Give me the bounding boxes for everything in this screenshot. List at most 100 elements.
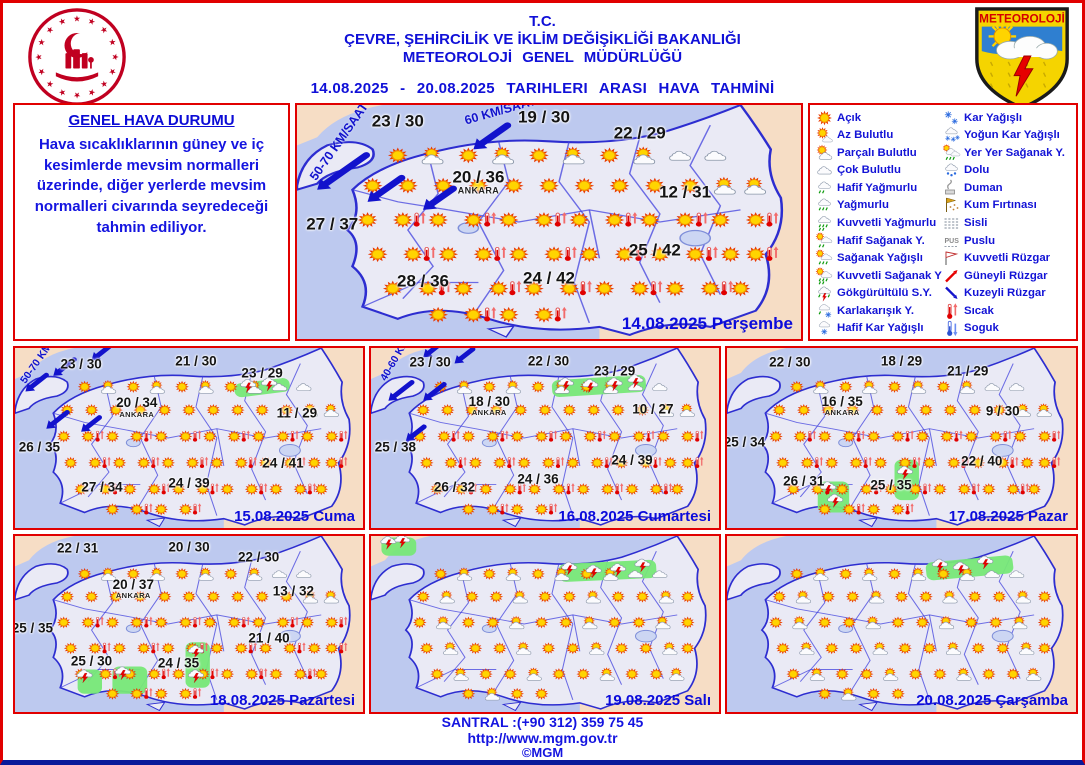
temp-min-max: 13 / 32 bbox=[272, 582, 315, 598]
temp-min-max: 27 / 37 bbox=[306, 214, 359, 234]
svg-text:★: ★ bbox=[86, 15, 97, 27]
meteoroloji-logo-text: METEOROLOJİ bbox=[979, 13, 1065, 26]
temp-label: 23 / 30 bbox=[410, 356, 451, 370]
temp-label: 24 / 39 bbox=[168, 476, 209, 490]
turkey-map-art bbox=[727, 536, 1064, 712]
temp-label: 13 / 32 bbox=[273, 584, 314, 598]
temp-min-max: 18 / 30 bbox=[468, 393, 510, 409]
snow-heavy-icon bbox=[942, 126, 961, 144]
temp-label: 21 / 29 bbox=[947, 365, 988, 379]
haze-icon: PUS bbox=[942, 232, 961, 250]
legend-item-label: Dolu bbox=[964, 164, 990, 177]
hot-icon bbox=[942, 302, 961, 320]
city-label: ANKARA bbox=[471, 408, 507, 418]
legend-item-label: Hafif Yağmurlu bbox=[837, 181, 918, 194]
legend-item-rain-light: Hafif Yağmurlu bbox=[815, 179, 942, 196]
temp-min-max: 25 / 30 bbox=[70, 653, 113, 669]
temp-min-max: 24 / 35 bbox=[157, 654, 200, 670]
temp-label: 26 / 31 bbox=[783, 474, 824, 488]
temp-min-max: 25 / 42 bbox=[628, 240, 681, 260]
turkey-map-art bbox=[371, 348, 707, 528]
temp-min-max: 18 / 29 bbox=[880, 352, 923, 368]
temp-min-max: 22 / 31 bbox=[56, 540, 99, 556]
rain-heavy-icon bbox=[815, 214, 834, 232]
legend-item-label: Hafif Sağanak Y. bbox=[837, 234, 925, 247]
temp-min-max: 26 / 31 bbox=[783, 473, 825, 489]
legend-item-hail: Dolu bbox=[942, 162, 1074, 179]
temp-label: 25 / 30 bbox=[71, 654, 112, 668]
legend-item-fog: Sisli bbox=[942, 214, 1074, 231]
legend-item-label: Açık bbox=[837, 111, 862, 124]
shower-icon bbox=[815, 249, 834, 267]
svg-text:★: ★ bbox=[111, 53, 121, 61]
general-weather-text: Hava sıcaklıklarının güney ve iç kesimle… bbox=[34, 136, 269, 236]
svg-text:PUS: PUS bbox=[945, 238, 960, 245]
svg-text:★: ★ bbox=[73, 13, 81, 23]
temp-label: 25 / 35 bbox=[15, 621, 53, 635]
smoke-icon bbox=[942, 179, 961, 197]
legend-item-label: Parçalı Bulutlu bbox=[837, 146, 917, 159]
temp-label: 16 / 35 ANKARA bbox=[822, 395, 863, 417]
temp-label: 22 / 30 bbox=[528, 354, 569, 368]
map-date-label: 16.08.2025 Cumartesi bbox=[558, 508, 711, 525]
temp-min-max: 16 / 35 bbox=[821, 393, 863, 409]
legend-item-sun-cloud: Parçalı Bulutlu bbox=[815, 144, 942, 161]
legend-item-label: Puslu bbox=[964, 234, 996, 247]
legend-item-sandstorm: Kum Fırtınası bbox=[942, 197, 1074, 214]
page-header: T.C. ÇEVRE, ŞEHİRCİLİK VE İKLİM DEĞİŞİKL… bbox=[143, 13, 942, 97]
turkey-map-art bbox=[15, 536, 351, 712]
hail-icon bbox=[942, 161, 961, 179]
shower-heavy-icon bbox=[815, 266, 834, 285]
temp-min-max: 21 / 40 bbox=[248, 630, 290, 646]
fog-icon bbox=[942, 214, 961, 232]
legend-item-label: Kum Fırtınası bbox=[964, 199, 1037, 212]
turkey-map-art bbox=[297, 105, 784, 339]
legend-item-label: Soguk bbox=[964, 322, 999, 335]
meteoroloji-logo: METEOROLOJİ bbox=[972, 5, 1072, 111]
svg-text:★: ★ bbox=[33, 53, 43, 61]
legend-item-label: Kuvvetli Rüzgar bbox=[964, 252, 1051, 265]
strong-wind-icon bbox=[942, 249, 961, 267]
temp-label: 27 / 37 bbox=[306, 216, 358, 233]
sun-cloud-icon bbox=[815, 144, 834, 162]
header-directorate: METEOROLOJİ GENEL MÜDÜRLÜĞÜ bbox=[402, 49, 683, 66]
temp-min-max: 27 / 34 bbox=[81, 478, 123, 494]
legend-item-label: Çok Bulutlu bbox=[837, 164, 901, 177]
meteoroloji-logo-icon: METEOROLOJİ bbox=[975, 7, 1069, 110]
temp-label: 23 / 29 bbox=[594, 365, 635, 379]
footer-url[interactable]: http://www.mgm.gov.tr bbox=[467, 729, 618, 746]
svg-text:★: ★ bbox=[73, 91, 81, 101]
svg-text:★: ★ bbox=[57, 15, 68, 27]
temp-min-max: 23 / 30 bbox=[371, 111, 424, 131]
temp-min-max: 23 / 30 bbox=[60, 356, 102, 372]
temp-min-max: 24 / 42 bbox=[523, 268, 575, 288]
legend-box: Açık Az Bulutlu Parçalı Bulutlu Çok Bulutlu… bbox=[808, 103, 1078, 341]
sandstorm-icon bbox=[942, 196, 961, 214]
sleet-icon bbox=[815, 302, 834, 320]
scattered-shower-icon bbox=[942, 143, 961, 162]
temp-min-max: 20 / 37 bbox=[112, 576, 154, 592]
temp-label: 18 / 30 ANKARA bbox=[469, 395, 510, 417]
temp-min-max: 22 / 29 bbox=[613, 123, 666, 143]
legend-item-snow: Kar Yağışlı bbox=[942, 109, 1074, 126]
shower-light-icon bbox=[815, 231, 834, 250]
map-date-label: 18.08.2025 Pazartesi bbox=[209, 692, 355, 709]
svg-text:★: ★ bbox=[86, 87, 97, 99]
temp-label: 21 / 40 bbox=[248, 631, 289, 645]
legend-item-thunderstorm: Gökgürültülü S.Y. bbox=[815, 284, 942, 302]
legend-item-label: Az Bulutlu bbox=[837, 129, 894, 142]
temp-label: 24 / 42 bbox=[523, 270, 575, 287]
legend-item-label: Yer Yer Sağanak Y. bbox=[964, 146, 1065, 159]
legend-item-shower-light: Hafif Sağanak Y. bbox=[815, 231, 942, 250]
temp-label: 24 / 41 bbox=[262, 456, 303, 470]
temp-min-max: 24 / 39 bbox=[611, 451, 653, 467]
temp-label: 26 / 32 bbox=[434, 480, 475, 494]
snow-icon bbox=[942, 109, 961, 127]
temp-label: 24 / 36 bbox=[517, 473, 558, 487]
forecast-map-2025-08-16: 23 / 30 22 / 30 23 / 29 18 / 30 ANKARA 10 / 2… bbox=[369, 346, 721, 530]
temp-min-max: 24 / 39 bbox=[168, 475, 210, 491]
temp-label: 26 / 35 bbox=[19, 440, 60, 454]
temp-min-max: 25 / 34 bbox=[725, 433, 766, 449]
temp-label: 9 / 30 bbox=[986, 404, 1020, 418]
temp-min-max: 21 / 30 bbox=[175, 352, 217, 368]
